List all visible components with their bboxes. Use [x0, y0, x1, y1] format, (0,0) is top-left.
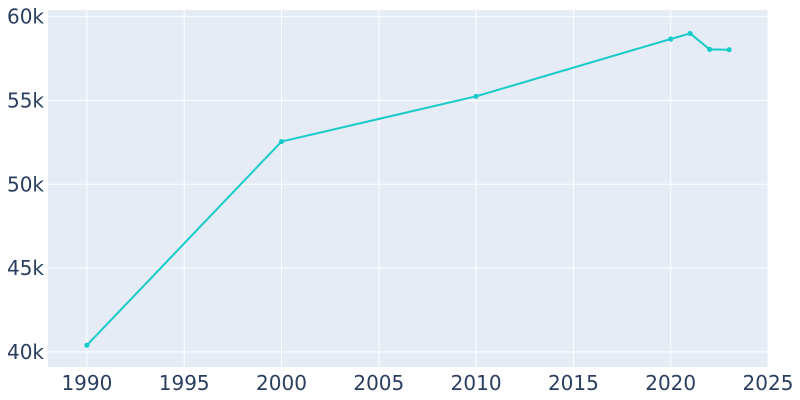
x-tick-label: 1990 — [61, 371, 112, 395]
data-point — [278, 138, 285, 145]
x-axis-tick-labels: 1990 1995 2000 2005 2010 2015 2020 2025 — [61, 371, 793, 395]
data-point — [707, 46, 713, 52]
plot-area — [48, 10, 768, 367]
y-tick-label: 50k — [7, 172, 44, 196]
x-gridlines — [86, 10, 769, 367]
x-tick-label: 2005 — [353, 371, 404, 395]
y-tick-label: 45k — [7, 256, 44, 280]
x-tick-label: 2000 — [256, 371, 307, 395]
y-tick-label: 40k — [7, 340, 44, 364]
x-tick-label: 2010 — [451, 371, 502, 395]
y-tick-label: 55k — [7, 89, 44, 113]
series-layer — [84, 30, 732, 348]
y-axis-tick-labels: 40k 45k 50k 55k 60k — [7, 5, 44, 364]
data-point — [726, 47, 732, 53]
x-tick-label: 2020 — [645, 371, 696, 395]
data-point — [668, 36, 674, 42]
x-tick-label: 2015 — [548, 371, 599, 395]
x-tick-label: 1995 — [159, 371, 210, 395]
data-point — [687, 30, 693, 37]
data-point — [473, 93, 479, 99]
data-point — [84, 342, 90, 348]
x-tick-label: 2025 — [743, 371, 794, 395]
y-gridlines — [48, 16, 768, 353]
y-tick-label: 60k — [7, 5, 44, 29]
